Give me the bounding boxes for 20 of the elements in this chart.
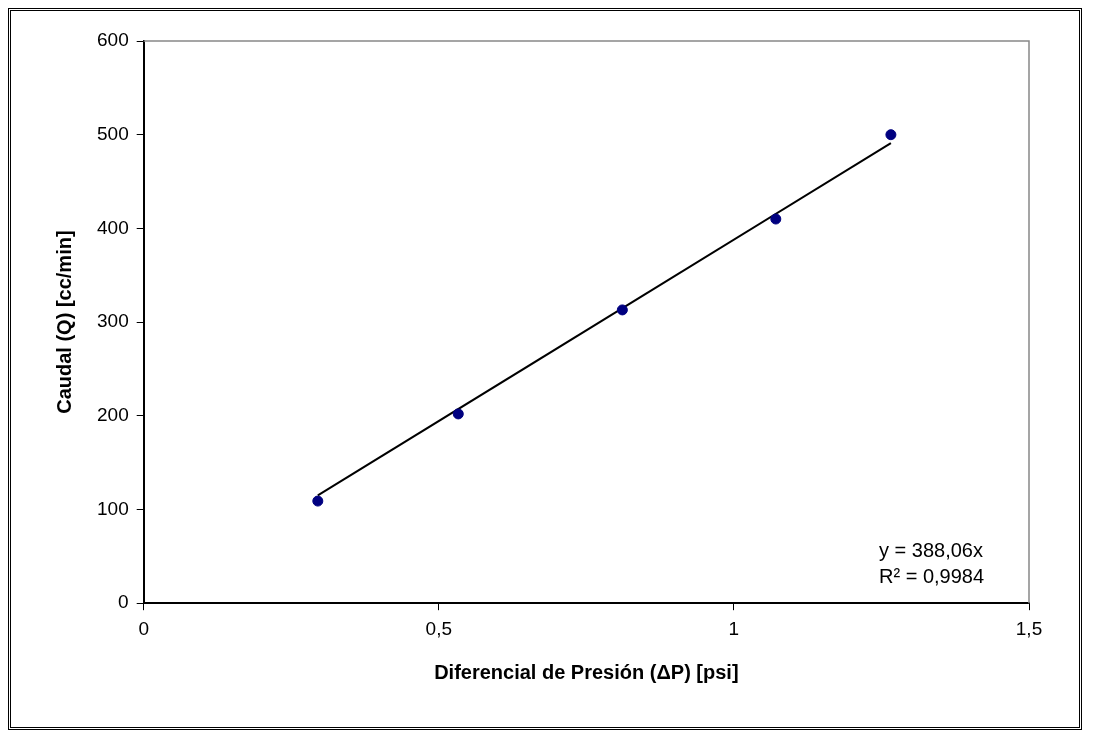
x-tick-label: 0,5 [425,617,453,639]
x-tick-label: 1,5 [1015,617,1043,639]
y-tick-label: 400 [97,216,129,238]
y-tick-label: 100 [97,497,129,519]
point [885,129,897,141]
x-axis-title: Diferencial de Presión (ΔP) [psi] [434,660,739,683]
x-tick-label: 0 [138,617,149,639]
annotation: R² = 0,9984 [879,565,985,588]
y-axis-title: Caudal (Q) [cc/min] [52,230,75,414]
y-tick-label: 0 [118,591,129,613]
point [452,408,464,420]
y-tick-label: 600 [97,29,129,51]
x-tick-label: 1 [728,617,740,639]
point [770,213,782,225]
annotation: y = 388,06x [879,539,983,562]
y-tick-label: 500 [97,122,129,144]
point [616,304,628,316]
y-tick-label: 200 [97,404,129,426]
point [312,495,324,507]
y-tick-label: 300 [97,310,129,332]
